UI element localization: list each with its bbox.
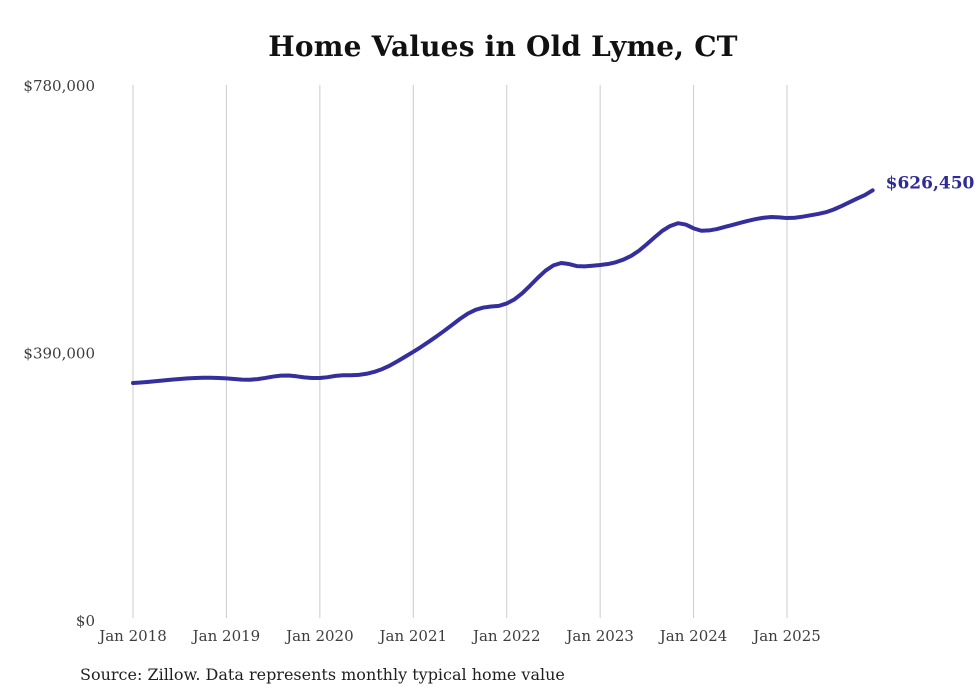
x-tick-label: Jan 2020 bbox=[284, 627, 354, 645]
x-tick-label: Jan 2023 bbox=[564, 627, 634, 645]
y-tick-label: $0 bbox=[76, 612, 95, 630]
x-tick-label: Jan 2019 bbox=[191, 627, 261, 645]
end-value-label: $626,450 bbox=[886, 173, 975, 193]
y-tick-label: $780,000 bbox=[23, 77, 95, 95]
x-tick-label: Jan 2025 bbox=[751, 627, 821, 645]
x-tick-label: Jan 2024 bbox=[658, 627, 728, 645]
x-tick-label: Jan 2022 bbox=[471, 627, 541, 645]
home-value-line bbox=[131, 188, 875, 386]
chart-title: Home Values in Old Lyme, CT bbox=[268, 30, 738, 63]
source-note: Source: Zillow. Data represents monthly … bbox=[80, 665, 565, 684]
x-tick-label: Jan 2021 bbox=[378, 627, 448, 645]
x-tick-label: Jan 2018 bbox=[97, 627, 167, 645]
y-tick-label: $390,000 bbox=[23, 345, 95, 363]
